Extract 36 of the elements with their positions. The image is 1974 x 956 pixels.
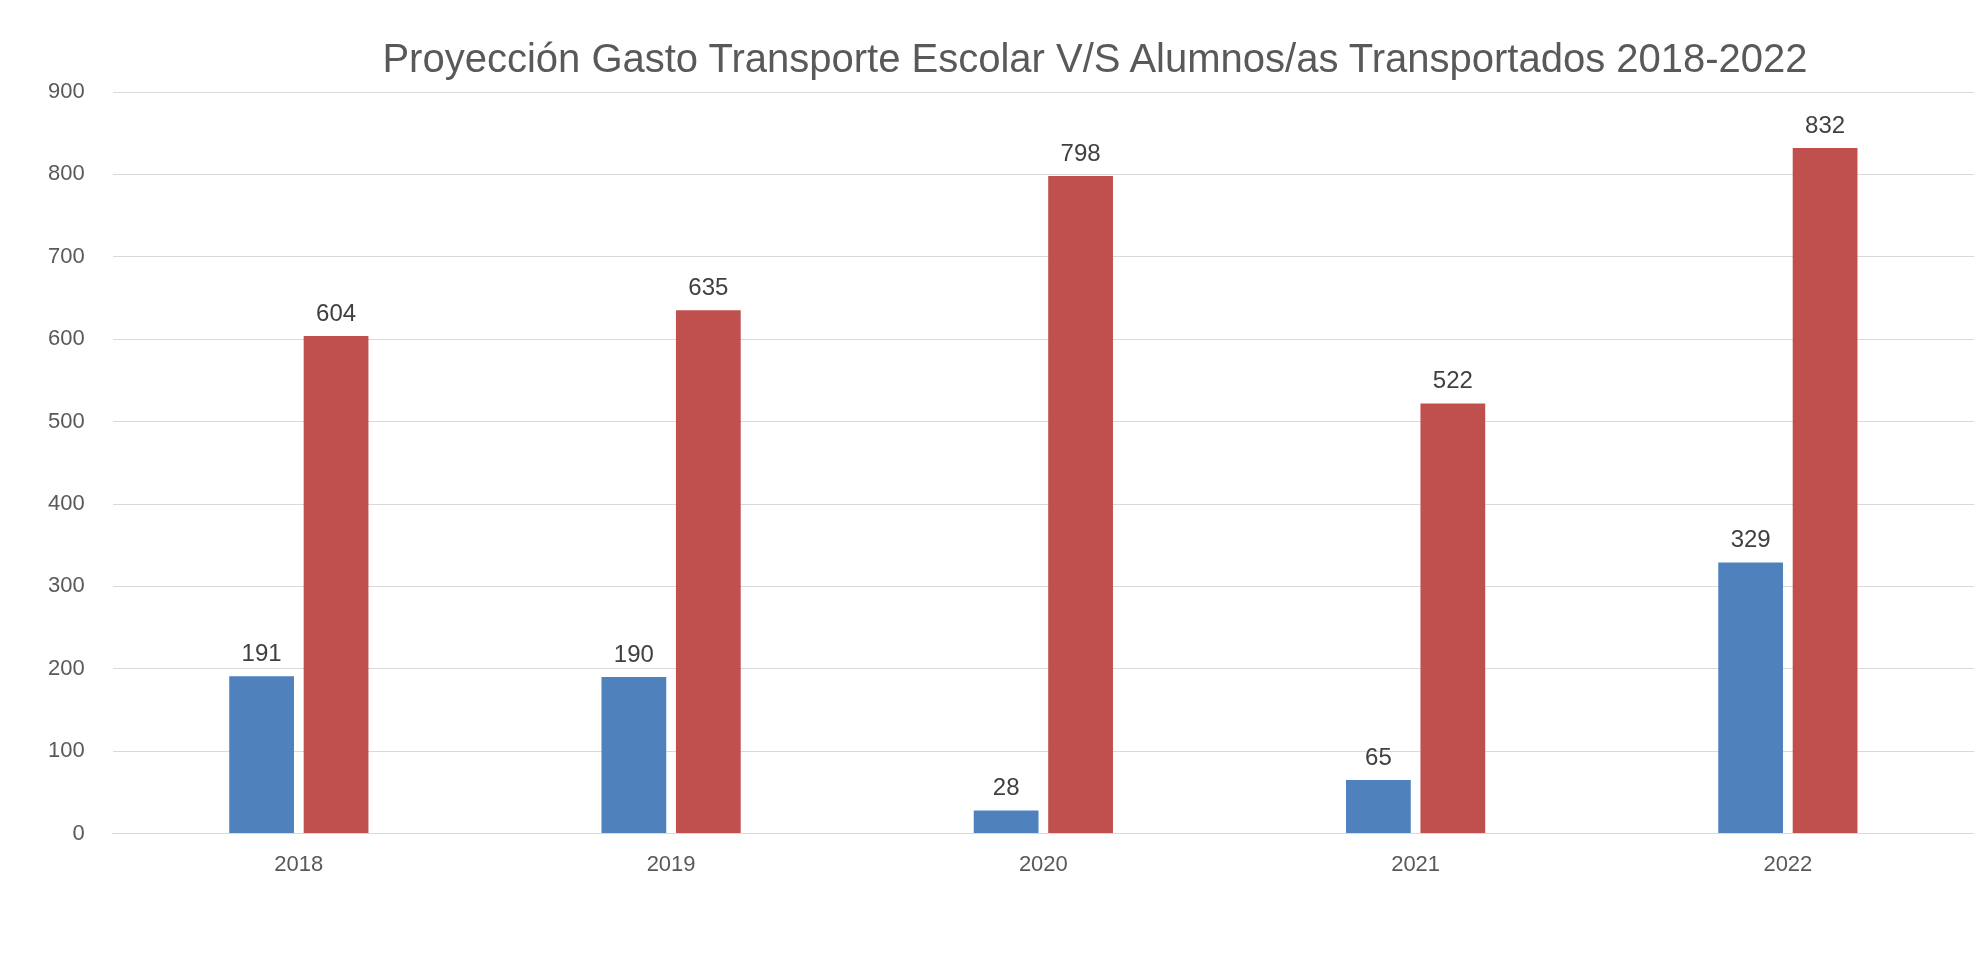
data-label: 798 xyxy=(1060,138,1101,166)
y-tick-label: 700 xyxy=(47,242,85,268)
y-tick-label: 200 xyxy=(47,654,85,680)
data-label: 604 xyxy=(316,298,357,326)
bar xyxy=(973,810,1039,834)
y-tick-label: 500 xyxy=(47,407,85,433)
data-label: 191 xyxy=(241,638,282,666)
x-tick-label: 2021 xyxy=(1391,850,1441,876)
y-tick-label: 800 xyxy=(47,160,85,186)
bar xyxy=(229,676,294,834)
bar xyxy=(1420,403,1486,834)
data-label: 190 xyxy=(613,639,654,667)
data-label: 65 xyxy=(1365,742,1392,770)
y-tick-label: 600 xyxy=(47,325,85,351)
x-tick-label: 2019 xyxy=(646,850,696,876)
bar xyxy=(1346,780,1411,834)
bar xyxy=(1048,176,1113,834)
bar xyxy=(1792,148,1858,834)
x-tick-label: 2018 xyxy=(274,850,324,876)
data-label: 832 xyxy=(1805,110,1846,138)
data-label: 635 xyxy=(688,272,729,300)
data-label: 522 xyxy=(1432,366,1473,394)
bar xyxy=(303,335,369,834)
data-label: 329 xyxy=(1730,525,1771,553)
x-tick-label: 2022 xyxy=(1763,850,1813,876)
y-tick-label: 300 xyxy=(47,572,85,598)
y-tick-label: 100 xyxy=(47,737,85,763)
y-tick-label: 900 xyxy=(47,78,85,104)
y-tick-label: 400 xyxy=(47,490,85,516)
x-tick-label: 2020 xyxy=(1018,850,1068,876)
y-tick-label: 0 xyxy=(72,819,85,845)
bar xyxy=(1718,562,1784,834)
bar xyxy=(601,677,667,834)
bar xyxy=(675,310,741,834)
chart-title: Proyección Gasto Transporte Escolar V/S Alumnos/as Transportados 2018-2022 xyxy=(381,35,1809,82)
data-label: 28 xyxy=(992,773,1020,801)
